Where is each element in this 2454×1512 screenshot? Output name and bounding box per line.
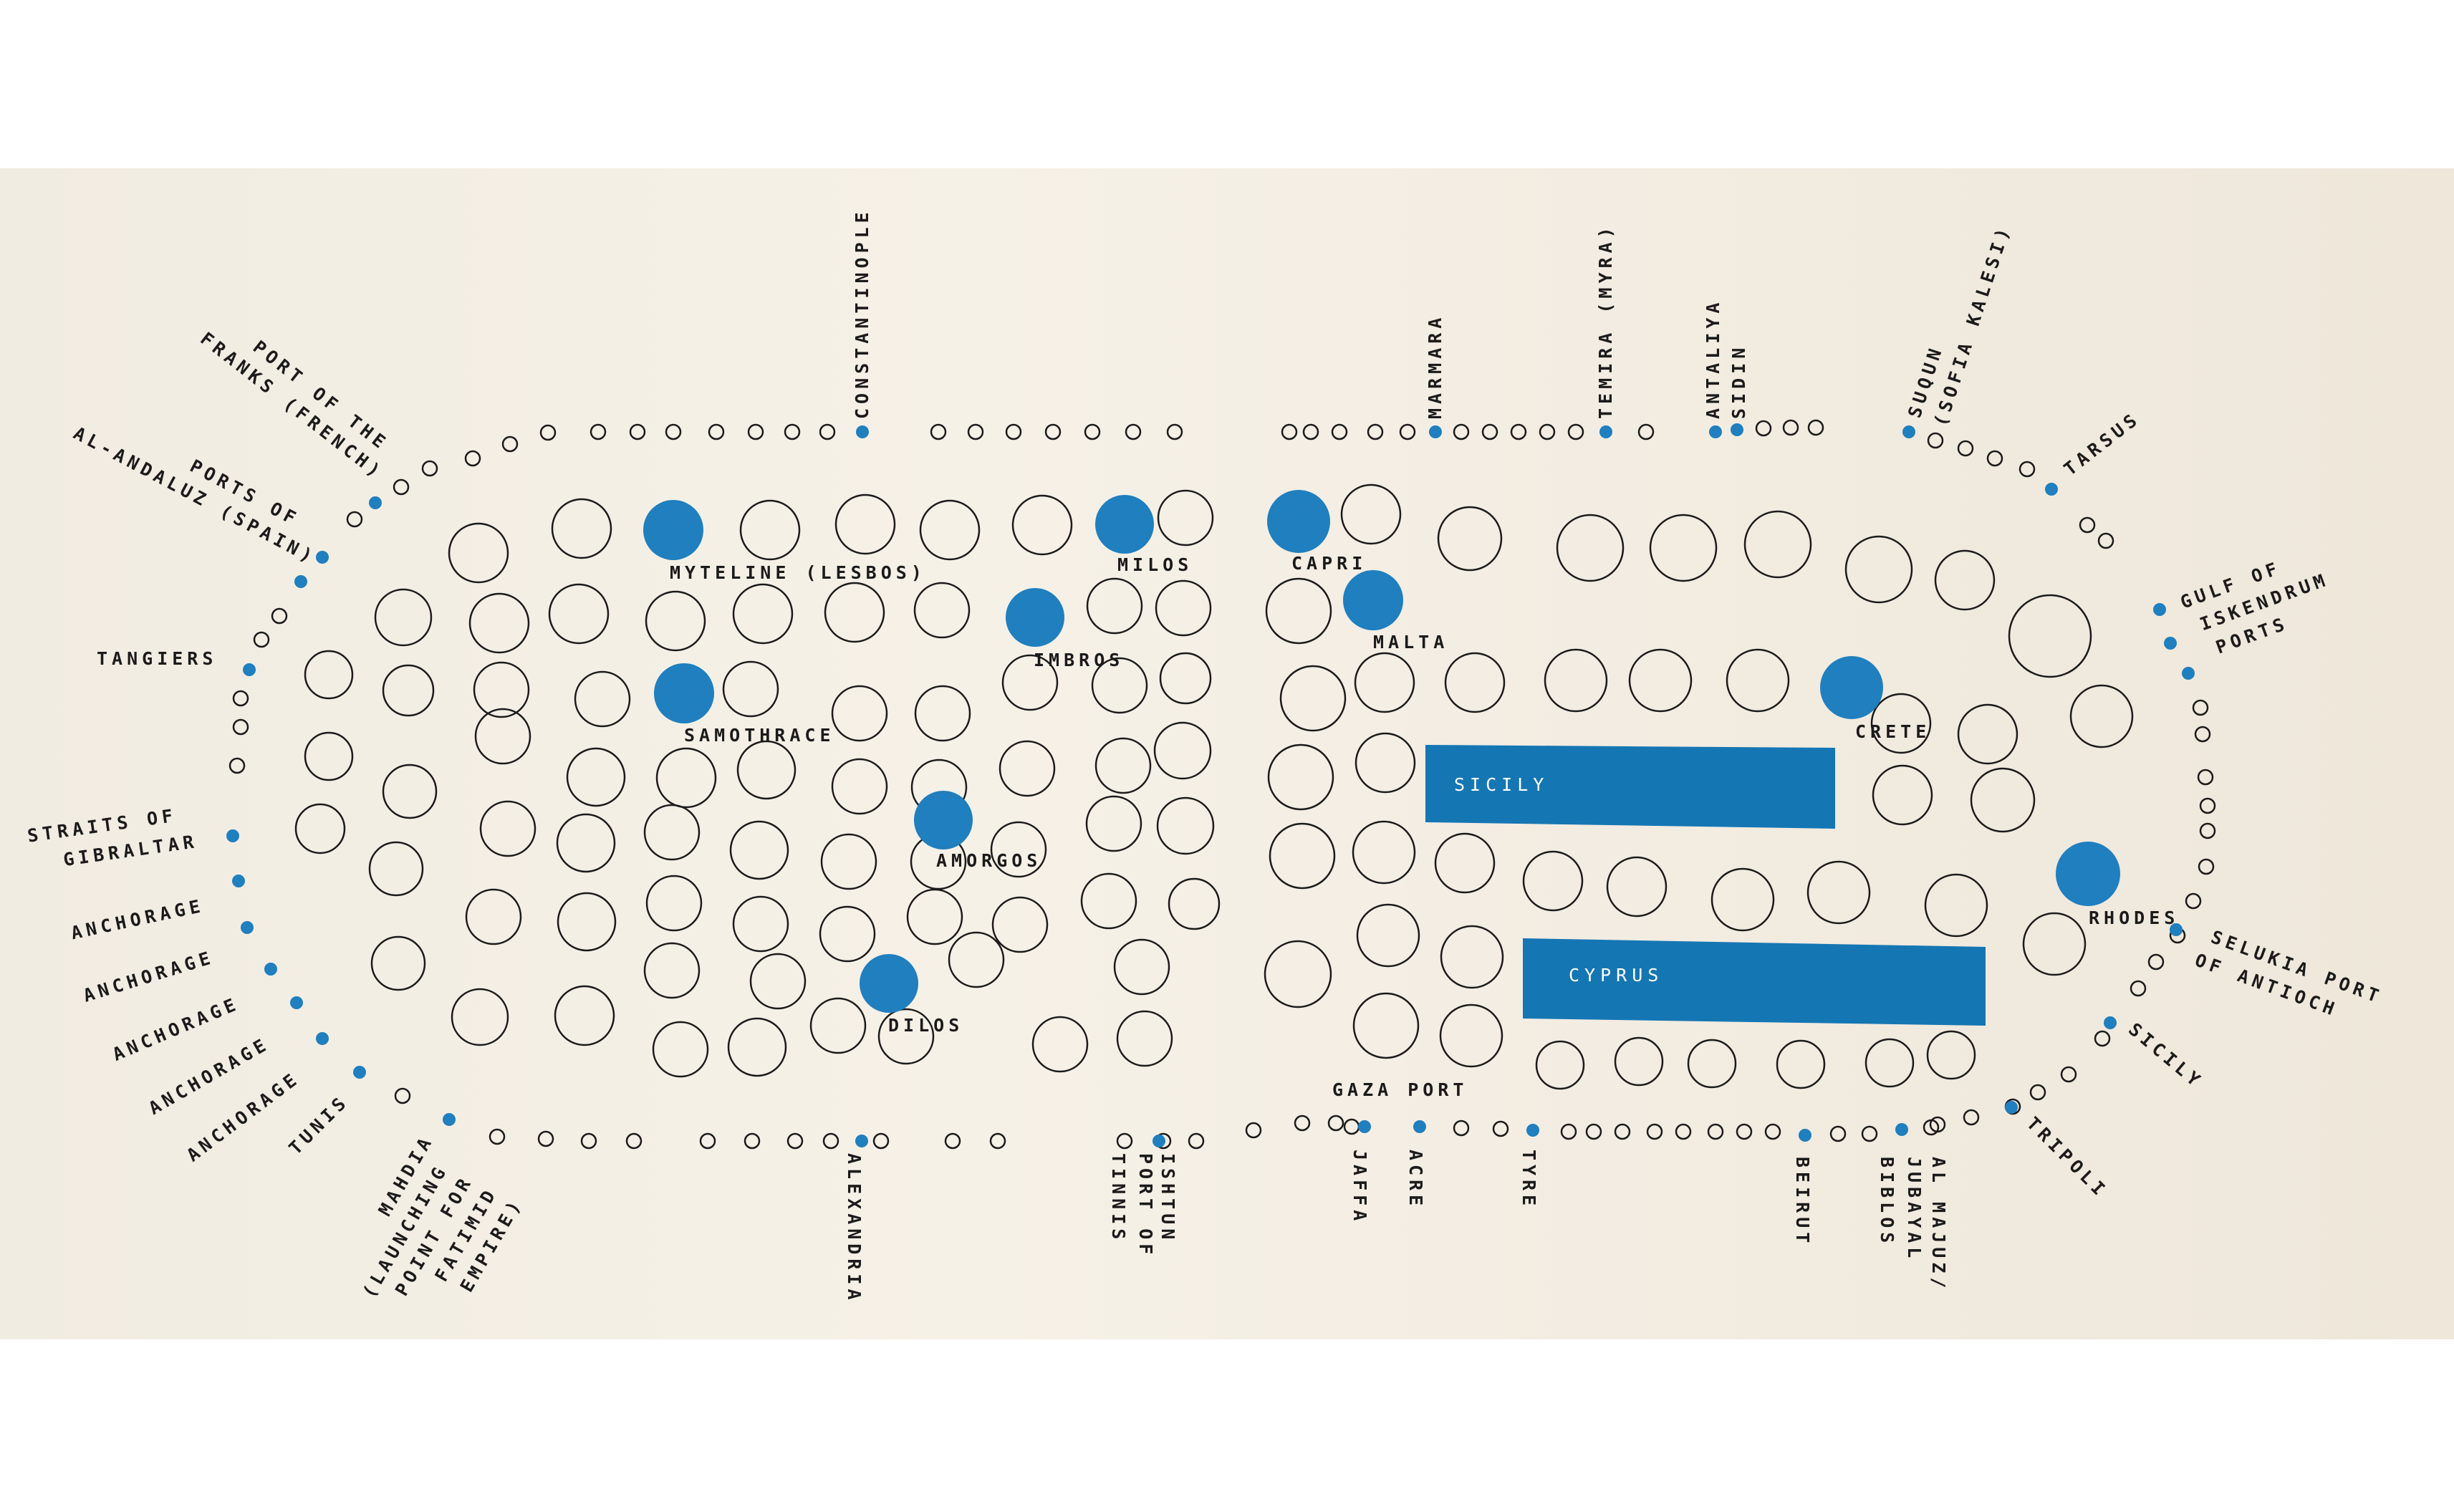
sicily-label: SICILY: [1454, 774, 1549, 795]
svg-text:SIDIN: SIDIN: [1728, 344, 1749, 419]
svg-text:ANCHORAGE: ANCHORAGE: [110, 993, 243, 1065]
tripoli-label: TRIPOLI: [2023, 1113, 2112, 1203]
svg-text:ANTALIYA: ANTALIYA: [1703, 299, 1723, 419]
tyre-label: TYRE: [1519, 1150, 1539, 1210]
region-bars: SICILY CYPRUS: [1425, 745, 1986, 1026]
west-port-markers: [226, 425, 1165, 1147]
malta-label: MALTA: [1373, 632, 1448, 653]
ports-al-andaluz-label: PORTS OF AL-ANDALUZ (SPAIN): [70, 423, 319, 569]
gaza-port-label: GAZA PORT: [1332, 1079, 1468, 1100]
east-port-markers: [1358, 423, 2195, 1142]
samothrace-island: [654, 663, 714, 723]
svg-text:SICILY: SICILY: [2125, 1019, 2207, 1092]
svg-text:TARSUS: TARSUS: [2060, 408, 2144, 480]
capri-island: [1267, 490, 1330, 553]
ishtun-label: ISHTUN: [1158, 1153, 1178, 1243]
svg-text:TUNIS: TUNIS: [285, 1091, 353, 1159]
suqun-label: SUQUN (SOFIA KALESI): [1904, 221, 2015, 428]
amorgos-label: AMORGOS: [936, 850, 1041, 871]
west-port-labels: PORT OF THE FRANKS (FRENCH) PORTS OF AL-…: [26, 208, 1178, 1304]
jaffa-label: JAFFA: [1349, 1150, 1370, 1225]
west-seat-grid: [294, 489, 1221, 1078]
tarsus-label: TARSUS: [2060, 408, 2144, 480]
crete-label: CRETE: [1855, 721, 1930, 742]
svg-text:ISHTUN: ISHTUN: [1158, 1153, 1178, 1243]
east-seat-grid: [1264, 483, 2134, 1090]
port-franks-label: PORT OF THE FRANKS (FRENCH): [196, 328, 393, 483]
tangiers-label: TANGIERS: [97, 648, 217, 669]
sicily-port-label: SICILY: [2125, 1019, 2207, 1092]
svg-text:ACRE: ACRE: [1405, 1150, 1426, 1210]
paper-background: [0, 168, 2454, 1339]
constantinople-label: CONSTANTINOPLE: [852, 208, 872, 419]
malta-island: [1343, 570, 1403, 630]
east-islands: [1267, 490, 2120, 906]
antaliya-label: ANTALIYA: [1703, 299, 1723, 419]
dilos-label: DILOS: [888, 1015, 963, 1036]
myteline-label: MYTELINE (LESBOS): [670, 562, 926, 583]
mahdia-label: MAHDIA (LAUNCHING POINT FOR FATIMID EMPI…: [358, 1131, 526, 1301]
svg-text:AL-ANDALUZ (SPAIN): AL-ANDALUZ (SPAIN): [70, 423, 319, 569]
samothrace-label: SAMOTHRACE: [684, 725, 835, 746]
straits-label: STRAITS OF GIBRALTAR: [26, 805, 199, 870]
svg-text:CONSTANTINOPLE: CONSTANTINOPLE: [852, 208, 872, 419]
sicily-bar: [1425, 745, 1835, 829]
west-perimeter-dots: [228, 423, 1205, 1150]
cyprus-bar: [1523, 938, 1986, 1026]
beirut-label: BEIRUT: [1792, 1157, 1813, 1247]
island-labels: MYTELINE (LESBOS) MILOS IMBROS SAMOTHRAC…: [670, 553, 2179, 1036]
temira-label: TEMIRA (MYRA): [1595, 223, 1616, 419]
imbros-label: IMBROS: [1034, 650, 1124, 670]
myteline-island: [643, 500, 703, 560]
svg-text:JAFFA: JAFFA: [1349, 1150, 1370, 1225]
jubayal-label: JUBAYAL BIBLOS: [1877, 1157, 1925, 1262]
svg-text:AL MAJUZ/: AL MAJUZ/: [1928, 1157, 1949, 1292]
crete-island: [1820, 656, 1883, 719]
svg-text:FRANKS (FRENCH): FRANKS (FRENCH): [196, 328, 388, 483]
svg-text:TRIPOLI: TRIPOLI: [2023, 1113, 2112, 1203]
marmara-label: MARMARA: [1425, 314, 1445, 419]
anchorage-2-label: ANCHORAGE: [81, 947, 217, 1006]
svg-text:BIBLOS: BIBLOS: [1877, 1157, 1897, 1247]
svg-text:ANCHORAGE: ANCHORAGE: [69, 895, 206, 944]
svg-text:TEMIRA (MYRA): TEMIRA (MYRA): [1595, 223, 1616, 419]
svg-text:ANCHORAGE: ANCHORAGE: [81, 947, 217, 1006]
milos-label: MILOS: [1117, 554, 1193, 575]
acre-label: ACRE: [1405, 1150, 1426, 1210]
alexandria-label: ALEXANDRIA: [844, 1153, 865, 1304]
al-majuz-label: AL MAJUZ/: [1928, 1157, 1949, 1292]
svg-text:ALEXANDRIA: ALEXANDRIA: [844, 1153, 865, 1304]
svg-text:BEIRUT: BEIRUT: [1792, 1157, 1813, 1247]
capri-label: CAPRI: [1291, 553, 1367, 574]
amorgos-island: [914, 791, 973, 849]
svg-text:TYRE: TYRE: [1519, 1150, 1539, 1210]
svg-text:TINNIS: TINNIS: [1108, 1153, 1129, 1243]
svg-text:MARMARA: MARMARA: [1425, 314, 1445, 419]
anchorage-1-label: ANCHORAGE: [69, 895, 206, 944]
west-islands: [643, 495, 1154, 1013]
dilos-island: [860, 954, 918, 1013]
port-tinnis-label: PORT OF TINNIS: [1108, 1153, 1156, 1258]
cyprus-label: CYPRUS: [1569, 965, 1663, 986]
svg-text:JUBAYAL: JUBAYAL: [1904, 1157, 1925, 1262]
east-perimeter-dots: [1245, 419, 2216, 1142]
sidin-label: SIDIN: [1728, 344, 1749, 419]
iskendrum-label: GULF OF ISKENDRUM PORTS: [2178, 557, 2332, 658]
rhodes-label: RHODES: [2089, 907, 2179, 928]
tunis-label: TUNIS: [285, 1091, 353, 1159]
rhodes-island: [2056, 842, 2120, 906]
anchorage-3-label: ANCHORAGE: [110, 993, 243, 1065]
svg-text:(SOFIA KALESI): (SOFIA KALESI): [1930, 221, 2015, 428]
svg-text:PORT OF: PORT OF: [1135, 1153, 1156, 1258]
milos-island: [1095, 495, 1154, 554]
imbros-island: [1006, 588, 1064, 647]
selukia-label: SELUKIA PORT OF ANTIOCH: [2193, 926, 2386, 1021]
